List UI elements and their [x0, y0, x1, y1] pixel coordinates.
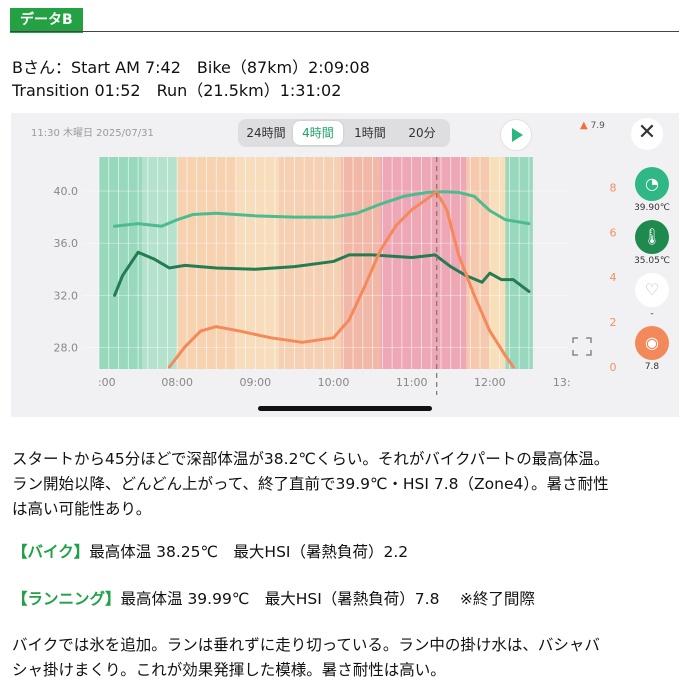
y-right-tick: 8: [610, 181, 617, 194]
y-right-tick: 6: [610, 226, 617, 239]
expand-icon[interactable]: [572, 337, 592, 356]
range-24h[interactable]: 24時間: [246, 126, 286, 140]
y-right-tick: 4: [610, 271, 617, 284]
run-text: 最高体温 39.99℃ 最大HSI（暑熱負荷）7.8 ※終了間際: [120, 590, 535, 608]
bike-text: 最高体温 38.25℃ 最大HSI（暑熱負荷）2.2: [89, 543, 409, 561]
series-line-3: [167, 190, 515, 369]
series-line-2: [113, 250, 531, 297]
bike-label: 【バイク】: [12, 543, 90, 561]
run-label: 【ランニング】: [12, 590, 121, 608]
y-axis-right: 8 6 4 2 0: [610, 181, 617, 374]
range-4h[interactable]: 4時間: [293, 121, 343, 145]
core-temp-icon[interactable]: ◔: [635, 167, 669, 201]
x-tick: 08:00: [161, 376, 193, 389]
y-left-tick: 32.0: [54, 289, 79, 302]
x-tick: 12:00: [474, 376, 506, 389]
y-right-tick: 0: [610, 361, 617, 374]
app-screenshot: 11:30 木曜日 2025/07/31 24時間 4時間 1時間 20分 ▲ …: [11, 113, 679, 417]
zone-band: [489, 157, 506, 369]
core-temp-value: 39.90℃: [634, 203, 670, 213]
hsi-value-side: 7.8: [644, 362, 660, 372]
zone-band: [99, 157, 142, 369]
x-tick: :00: [98, 376, 116, 389]
paragraph-4-line-1: バイクでは氷を追加。ランは垂れずに走り切っている。ラン中の掛け水は、バシャバ: [12, 636, 600, 654]
range-20m[interactable]: 20分: [408, 126, 436, 140]
run-summary: 【ランニング】最高体温 39.99℃ 最大HSI（暑熱負荷）7.8 ※終了間際: [12, 587, 535, 612]
skin-temp-value: 35.05℃: [634, 256, 670, 266]
x-axis: :00 08:00 09:00 10:00 11:00 12:00 13:: [98, 376, 571, 389]
range-1h[interactable]: 1時間: [354, 126, 386, 140]
section-divider: [10, 31, 679, 32]
play-icon[interactable]: [500, 119, 532, 151]
close-icon[interactable]: ✕: [631, 118, 663, 150]
y-left-tick: 28.0: [54, 341, 79, 354]
flame-icon[interactable]: ◉: [635, 326, 669, 360]
bike-summary: 【バイク】最高体温 38.25℃ 最大HSI（暑熱負荷）2.2: [12, 540, 408, 565]
hsi-value: 7.9: [590, 121, 605, 131]
range-selector[interactable]: 24時間 4時間 1時間 20分: [238, 119, 450, 147]
x-tick: 11:00: [396, 376, 428, 389]
grid-lines: [83, 157, 568, 369]
triangle-icon: ▲: [580, 120, 588, 131]
heart-rate-icon[interactable]: ♡: [635, 273, 669, 307]
y-right-tick: 2: [610, 316, 617, 329]
timestamp: 11:30 木曜日 2025/07/31: [31, 128, 154, 139]
summary-line-2: Transition 01:52 Run（21.5km）1:31:02: [12, 81, 342, 100]
x-tick: 10:00: [318, 376, 350, 389]
paragraph-1-line-1: スタートから45分ほどで深部体温が38.2℃くらい。それがバイクパートの最高体温…: [12, 450, 610, 468]
zone-band: [380, 157, 467, 369]
y-left-tick: 36.0: [54, 237, 79, 250]
x-tick: 13:: [553, 376, 571, 389]
home-indicator: [258, 406, 432, 411]
chart: 40.0 36.0 32.0 28.0 8 6 4 2 0 :00 08:00 09:00 10:0…: [54, 157, 617, 395]
hsi-indicator: ▲ 7.9: [580, 120, 605, 131]
thermometer-icon[interactable]: 🌡: [635, 220, 669, 254]
section-tag: データB: [10, 8, 83, 33]
y-left-tick: 40.0: [54, 185, 79, 198]
heart-rate-value: -: [650, 309, 654, 319]
series-lines: [113, 190, 531, 369]
paragraph-1-line-3: は高い可能性あり。: [12, 500, 152, 518]
summary-line-1: Bさん：Start AM 7:42 Bike（87km）2:09:08: [12, 58, 370, 77]
y-axis-left: 40.0 36.0 32.0 28.0: [54, 185, 79, 354]
x-tick: 09:00: [239, 376, 271, 389]
series-line-1: [113, 190, 531, 228]
paragraph-4-line-2: シャ掛けまくり。これが効果発揮した模様。暑さ耐性は高い。: [12, 661, 446, 679]
paragraph-1-line-2: ラン開始以降、どんどん上がって、終了直前で39.9℃・HSI 7.8（Zone4…: [12, 475, 609, 493]
